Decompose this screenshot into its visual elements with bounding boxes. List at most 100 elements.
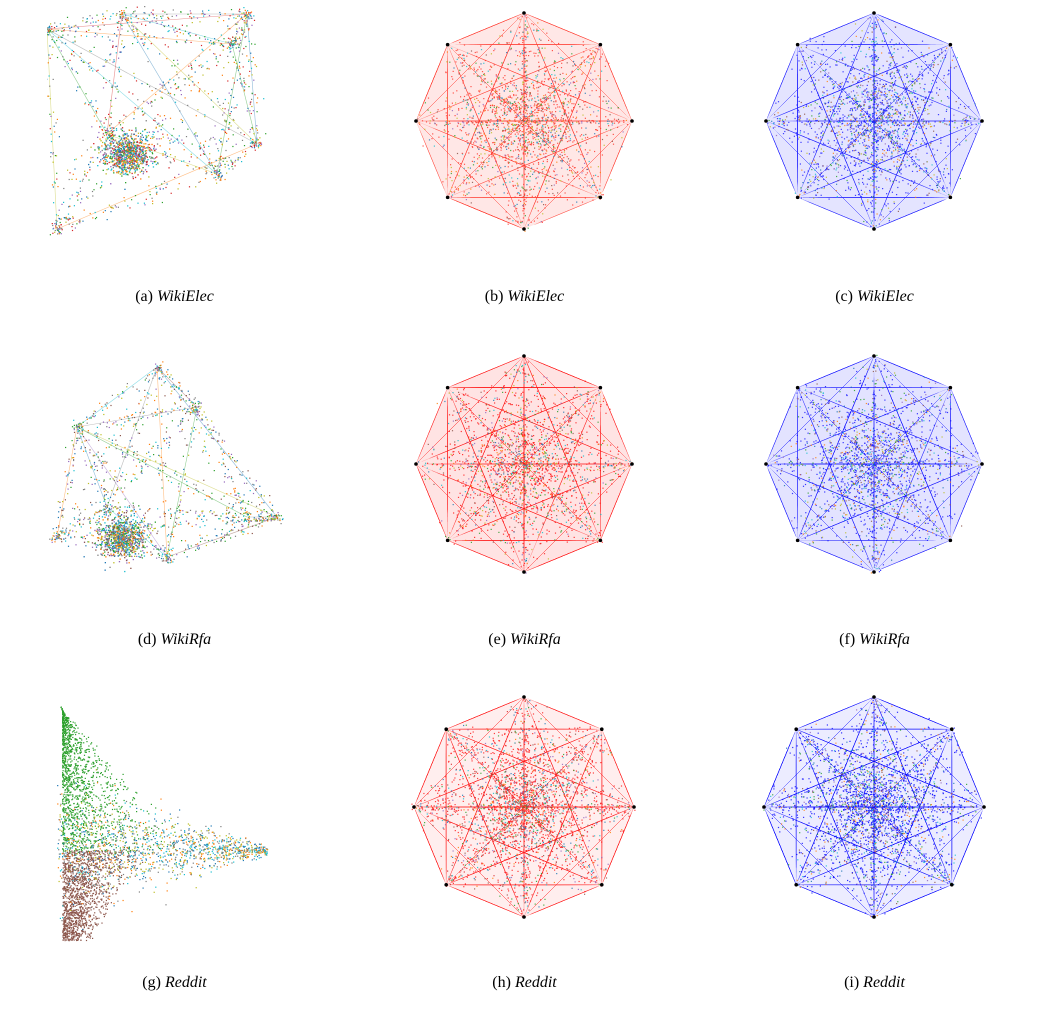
data-point — [531, 127, 532, 128]
data-point — [174, 94, 175, 95]
data-point — [494, 64, 495, 65]
data-point — [132, 13, 133, 14]
data-point — [562, 161, 563, 162]
data-point — [529, 116, 530, 117]
data-point — [537, 125, 538, 126]
data-point — [247, 10, 248, 11]
data-point — [228, 110, 229, 111]
data-point — [126, 19, 127, 20]
data-point — [170, 93, 171, 94]
data-point — [592, 185, 593, 186]
data-point — [476, 173, 477, 174]
data-point — [133, 151, 134, 152]
data-point — [528, 126, 529, 127]
data-point — [562, 155, 563, 156]
data-point — [548, 137, 549, 138]
data-point — [509, 120, 510, 121]
data-point — [173, 29, 174, 30]
data-point — [176, 31, 177, 32]
data-point — [517, 130, 518, 131]
data-point — [111, 87, 112, 88]
data-point — [205, 39, 206, 40]
data-point — [241, 33, 242, 34]
data-point — [50, 128, 51, 129]
data-point — [463, 55, 464, 56]
data-point — [540, 138, 541, 139]
data-point — [457, 126, 458, 127]
data-point — [248, 86, 249, 87]
data-point — [118, 171, 119, 172]
data-point — [234, 82, 235, 83]
data-point — [514, 211, 515, 212]
data-point — [569, 122, 570, 123]
data-point — [93, 189, 94, 190]
data-point — [256, 138, 257, 139]
data-point — [246, 26, 247, 27]
data-point — [161, 138, 162, 139]
data-point — [231, 166, 232, 167]
data-point — [226, 133, 227, 134]
data-point — [206, 168, 207, 169]
data-point — [243, 48, 244, 49]
data-point — [224, 120, 225, 121]
data-point — [218, 40, 219, 41]
data-point — [496, 126, 497, 127]
data-point — [567, 174, 568, 175]
data-point — [475, 186, 476, 187]
data-point — [538, 146, 539, 147]
data-point — [208, 10, 209, 11]
data-point — [57, 119, 58, 120]
data-point — [232, 37, 233, 38]
data-point — [520, 53, 521, 54]
data-point — [97, 34, 98, 35]
data-point — [240, 42, 241, 43]
data-point — [522, 187, 523, 188]
data-point — [462, 138, 463, 139]
data-point — [467, 118, 468, 119]
data-point — [563, 119, 564, 120]
data-point — [249, 59, 250, 60]
data-point — [545, 184, 546, 185]
data-point — [124, 138, 125, 139]
data-point — [591, 120, 592, 121]
data-point — [141, 159, 142, 160]
data-point — [165, 154, 166, 155]
data-point — [516, 95, 517, 96]
data-point — [504, 110, 505, 111]
data-point — [78, 192, 79, 193]
data-point — [549, 111, 550, 112]
data-point — [525, 112, 526, 113]
data-point — [547, 103, 548, 104]
data-point — [244, 90, 245, 91]
data-point — [533, 24, 534, 25]
data-point — [534, 148, 535, 149]
data-point — [508, 133, 509, 134]
data-point — [526, 197, 527, 198]
data-point — [153, 134, 154, 135]
data-point — [518, 200, 519, 201]
data-point — [481, 75, 482, 76]
data-point — [108, 114, 109, 115]
data-point — [551, 127, 552, 128]
data-point — [139, 168, 140, 169]
caption-dataset: WikiElec — [507, 288, 564, 305]
data-point — [539, 121, 540, 122]
data-point — [128, 20, 129, 21]
data-point — [130, 147, 131, 148]
data-point — [612, 124, 613, 125]
data-point — [589, 80, 590, 81]
data-point — [517, 147, 518, 148]
data-point — [506, 115, 507, 116]
data-point — [105, 62, 106, 63]
data-point — [168, 46, 169, 47]
data-point — [517, 185, 518, 186]
data-point — [111, 150, 112, 151]
data-point — [96, 217, 97, 218]
data-point — [143, 159, 144, 160]
data-point — [604, 145, 605, 146]
data-point — [62, 56, 63, 57]
data-point — [116, 172, 117, 173]
data-point — [522, 82, 523, 83]
data-point — [529, 141, 530, 142]
data-point — [127, 205, 128, 206]
